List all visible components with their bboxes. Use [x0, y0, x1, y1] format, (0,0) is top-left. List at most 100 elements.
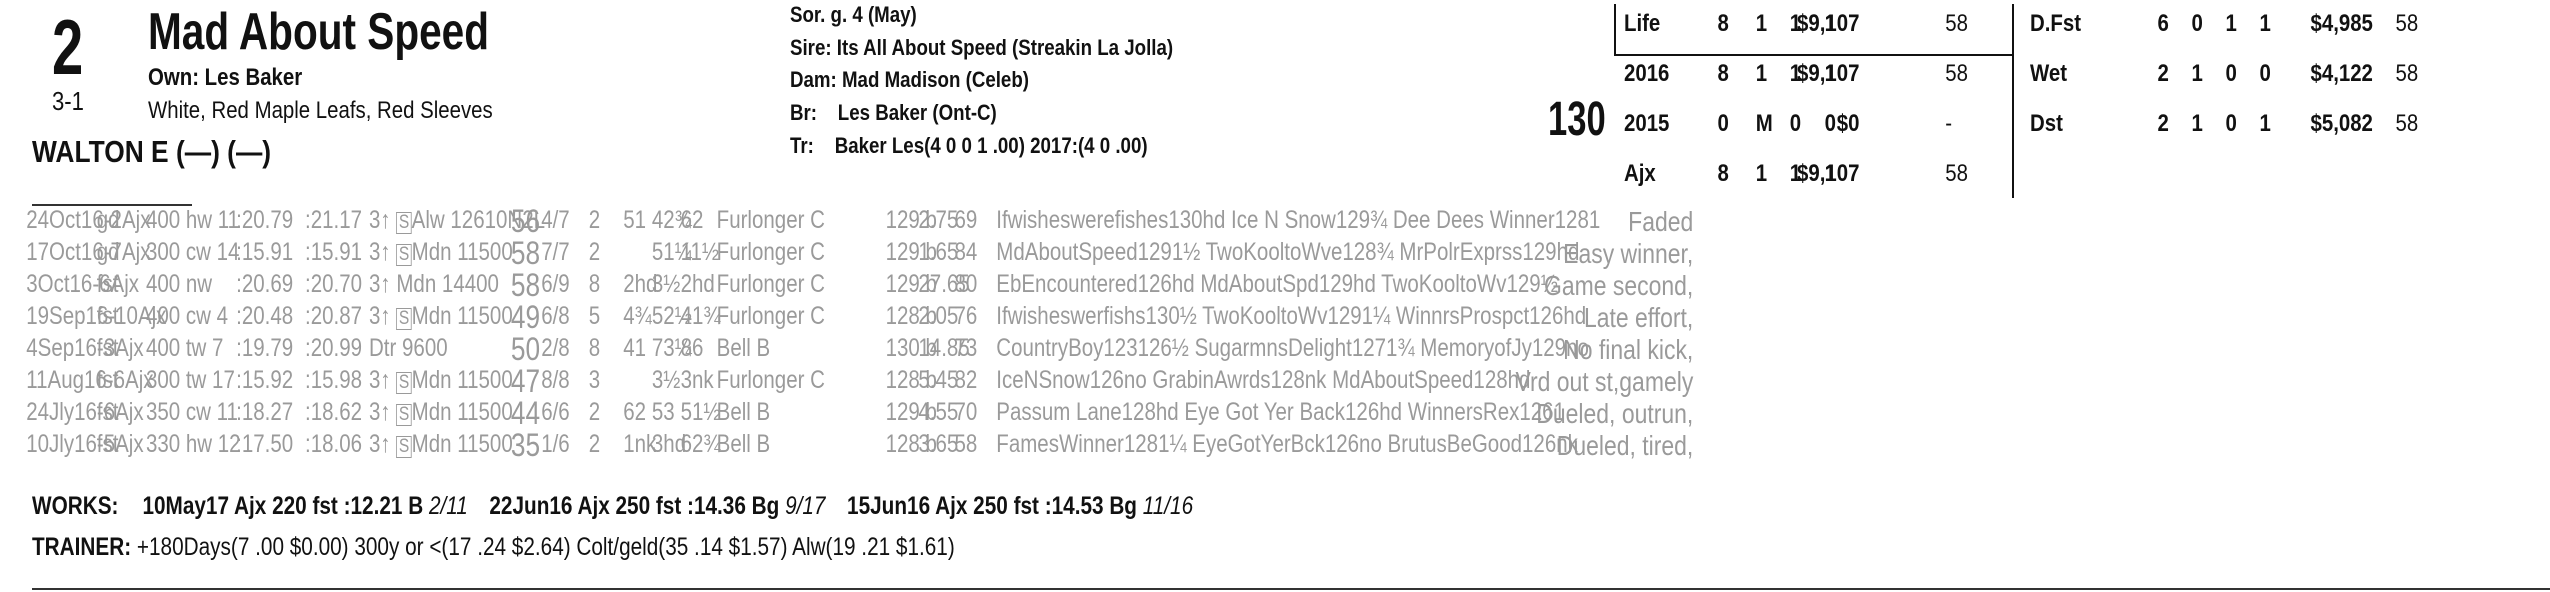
pp-spd: 44 [510, 395, 541, 431]
works-label: WORKS: [32, 492, 119, 520]
stats-sp: 58 [1945, 10, 1968, 37]
pp-c1: 2hd [623, 270, 658, 298]
stats-w: 1 [2191, 60, 2203, 87]
trainer-stats-text: +180Days(7 .00 $0.00) 300y or <(17 .24 $… [136, 533, 955, 561]
pp-pp: 6/6 [541, 398, 570, 426]
stats-w: 1 [1755, 160, 1768, 187]
stats-s: 1 [2259, 10, 2271, 37]
silks-description: White, Red Maple Leafs, Red Sleeves [148, 97, 493, 124]
pp-jockey: Furlonger C [716, 302, 825, 330]
work-time: :14.53 [1044, 492, 1110, 520]
pp-comment: Game second, [1543, 270, 1694, 301]
pp-wt: 129 b [885, 270, 937, 298]
pp-comp: CountryBoy123126½ SugarmnsDelight1271¾ M… [996, 334, 1589, 362]
stats-p: 1 [1789, 160, 1802, 187]
pp-t1: :20.69 [236, 270, 294, 298]
pp-comp: FamesWinner1281¼ EyeGotYerBck126no Brutu… [996, 430, 1578, 458]
work-dist: 250 fst [615, 492, 688, 520]
stats-sp: - [1945, 110, 1953, 137]
pp-c1: 41 [623, 334, 647, 362]
stats-w: M [1755, 110, 1773, 137]
stats-earn: $0 [1836, 110, 1860, 137]
stats-st: 2 [2157, 110, 2169, 137]
breeder-label: Br: [790, 100, 818, 125]
pp-race: 3↑ SMdn 11500 [369, 238, 513, 267]
pp-race: 3↑ SAlw 12610N2L [369, 206, 545, 235]
pp-st: 8 [588, 334, 601, 362]
pp-cond: gd [96, 238, 120, 266]
pp-c1: 1nk [623, 430, 657, 458]
stats-st: 8 [1717, 60, 1729, 87]
stats-sp: 58 [2395, 60, 2419, 87]
pp-row: 19Sep16-10Ajx fst 400 cw 4:20.48:20.87 3↑ S… [0, 299, 2148, 335]
pp-spd: 47 [510, 363, 541, 399]
stats-earn: $9,107 [1797, 160, 1860, 187]
pp-comment: Faded [1628, 206, 1694, 237]
pp-comment: Easy winner, [1563, 238, 1694, 269]
pp-st: 2 [588, 206, 601, 234]
pp-t1: :19.79 [236, 334, 294, 362]
pp-fin: 62¾ [680, 430, 721, 458]
pp-c2: 3½ [651, 270, 681, 298]
pp-sp: 58 [954, 430, 978, 458]
work-item: 10May17 Ajx 220 fst :12.21 B 2/11 [142, 492, 467, 520]
pp-wt: 128 b [885, 430, 937, 458]
pp-fin: 62 [680, 206, 704, 234]
work-track: Ajx [577, 492, 616, 520]
pp-comp: IceNSnow126no GrabinAwrds128nk MdAboutSp… [996, 366, 1531, 394]
pp-row: 4Sep16-3Ajx fst 400 tw 7:19.79:20.99 Dtr 96… [0, 331, 2148, 367]
stats-earn: $4,985 [2310, 10, 2373, 37]
pp-odds: 3.65 [918, 430, 959, 458]
stats-label: D.Fst [2030, 10, 2081, 37]
work-track: Ajx [935, 492, 974, 520]
dam-label: Dam: [790, 67, 837, 92]
pp-spd: 35 [510, 427, 541, 463]
stats-label: 2015 [1624, 110, 1670, 137]
pp-cond: fst [96, 366, 119, 394]
pp-row: 24Oct16-2Ajx gd 400 hw 11:20.79:21.17 3↑ SA… [0, 203, 2148, 239]
pp-comp: MdAboutSpeed1291½ TwoKooltoWve128¾ MrPol… [996, 238, 1580, 266]
pp-pp: 2/8 [541, 334, 570, 362]
stats-sp: 58 [2395, 110, 2419, 137]
pp-wt: 128 b [885, 366, 937, 394]
sire-label: Sire: [790, 35, 832, 60]
sire-line: Sire: Its All About Speed (Streakin La J… [790, 35, 1173, 61]
dam-line: Dam: Mad Madison (Celeb) [790, 67, 1029, 93]
work-grade: Bg [751, 492, 786, 520]
pp-odds: 2.05 [918, 302, 959, 330]
stats-p: 0 [1789, 110, 1802, 137]
work-item: 15Jun16 Ajx 250 fst :14.53 Bg 11/16 [847, 492, 1193, 520]
work-date: 10May17 [142, 492, 235, 520]
pp-spd: 50 [510, 331, 541, 367]
pp-spd: 49 [510, 299, 541, 335]
pp-t1: :20.79 [236, 206, 294, 234]
pp-sp: 69 [954, 206, 978, 234]
stats-p: 0 [2225, 60, 2237, 87]
pp-st: 2 [588, 238, 601, 266]
stats-p: 1 [1789, 10, 1802, 37]
trainer-stats-label: TRAINER: [32, 533, 132, 561]
work-time: :14.36 [687, 492, 752, 520]
pp-odds: 5.45 [918, 366, 959, 394]
pp-t1: :18.27 [236, 398, 294, 426]
stats-w: 1 [1755, 10, 1768, 37]
trainer: Baker Les(4 0 0 1 .00) 2017:(4 0 .00) [834, 133, 1148, 158]
pp-t2: :18.06 [305, 430, 363, 458]
pp-spd: 56 [510, 203, 541, 239]
pp-c2: 73¼ [651, 334, 692, 362]
breeder: Les Baker (Ont-C) [837, 100, 997, 125]
pp-comment: Late effort, [1583, 302, 1694, 333]
stats-s: 0 [1824, 110, 1836, 137]
work-rank: 11/16 [1142, 492, 1194, 520]
pp-st: 8 [588, 270, 601, 298]
pp-c1: 4¾ [623, 302, 652, 330]
work-date: 22Jun16 [489, 492, 578, 520]
breeder-line: Br: Les Baker (Ont-C) [790, 100, 997, 126]
pp-date: 10Jly16-5Ajx [26, 430, 144, 458]
pp-odds: 14.85 [918, 334, 970, 362]
pp-c1: 51 [623, 206, 647, 234]
pp-pp: 6/8 [541, 302, 570, 330]
pp-odds: 2.75 [918, 206, 959, 234]
pp-cond: gd [96, 206, 120, 234]
stats-earn: $9,107 [1797, 60, 1860, 87]
